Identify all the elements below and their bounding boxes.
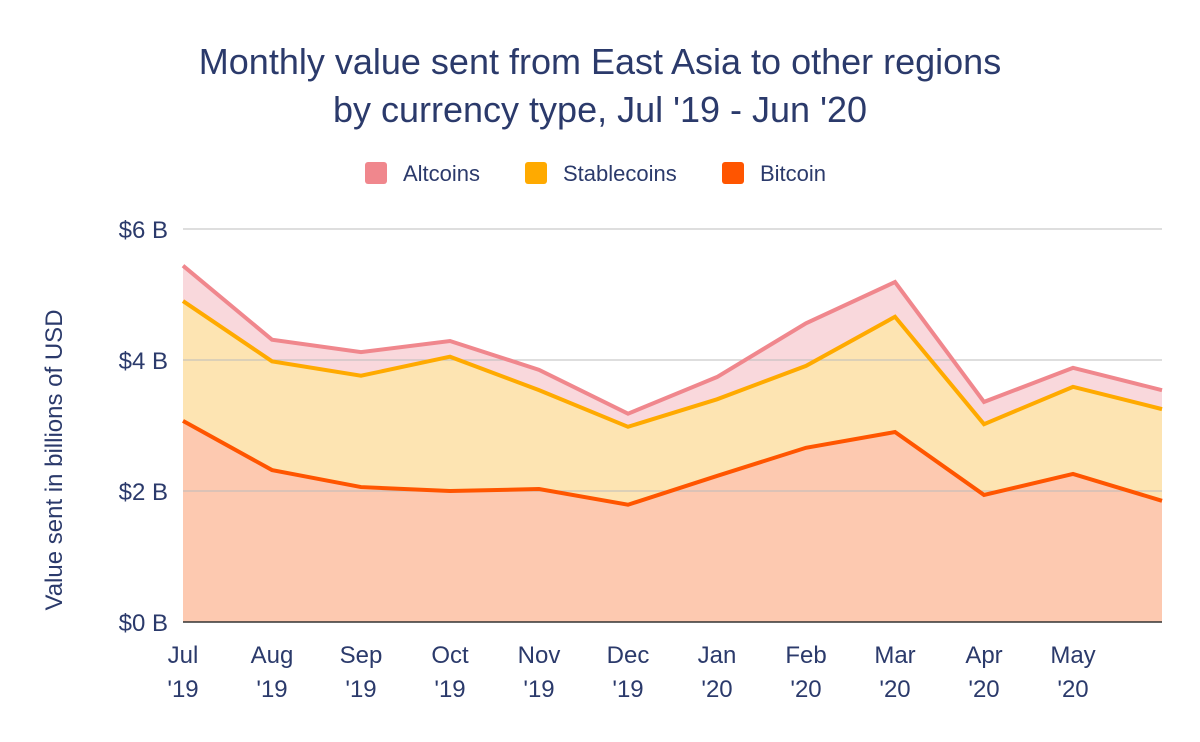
x-tick-label: '19	[434, 676, 465, 703]
x-tick-label: Feb	[785, 642, 826, 669]
legend-swatch-bitcoin	[722, 162, 744, 184]
y-tick-label: $4 B	[119, 348, 168, 375]
x-tick-label: Apr	[965, 642, 1002, 669]
y-tick-label: $0 B	[119, 610, 168, 637]
x-tick-label: '19	[256, 676, 287, 703]
legend-label-stablecoins: Stablecoins	[563, 161, 677, 186]
line-stablecoins	[181, 299, 1163, 429]
x-tick-label: '19	[345, 676, 376, 703]
x-tick-label: '20	[701, 676, 732, 703]
x-tick-label: Mar	[874, 642, 915, 669]
x-tick-label: Sep	[340, 642, 383, 669]
x-tick-label: '19	[523, 676, 554, 703]
x-tick-label: '20	[968, 676, 999, 703]
x-tick-label: Aug	[251, 642, 294, 669]
x-tick-label: '20	[1057, 676, 1088, 703]
legend-swatch-stablecoins	[525, 162, 547, 184]
x-tick-label: '19	[167, 676, 198, 703]
chart-title-line1: Monthly value sent from East Asia to oth…	[198, 41, 1002, 82]
x-tick-label: Dec	[607, 642, 650, 669]
legend-label-altcoins: Altcoins	[403, 161, 480, 186]
chart-title-line2: by currency type, Jul '19 - Jun '20	[332, 89, 867, 130]
y-tick-label: $6 B	[119, 217, 168, 244]
area-bitcoin	[183, 420, 1162, 622]
y-tick-label: $2 B	[119, 479, 168, 506]
x-tick-label: '19	[612, 676, 643, 703]
y-axis-title: Value sent in billions of USD	[41, 309, 68, 610]
line-bitcoin	[182, 419, 1163, 507]
x-tick-label: Oct	[431, 642, 469, 669]
x-tick-label: '20	[879, 676, 910, 703]
legend-swatch-altcoins	[365, 162, 387, 184]
area-stablecoins	[183, 301, 1162, 505]
x-tick-label: Jul	[168, 642, 199, 669]
x-tick-label: Jan	[698, 642, 737, 669]
x-tick-label: May	[1050, 642, 1095, 669]
legend-label-bitcoin: Bitcoin	[760, 161, 826, 186]
x-tick-label: '20	[790, 676, 821, 703]
line-altcoins	[181, 264, 1163, 416]
x-tick-label: Nov	[518, 642, 561, 669]
